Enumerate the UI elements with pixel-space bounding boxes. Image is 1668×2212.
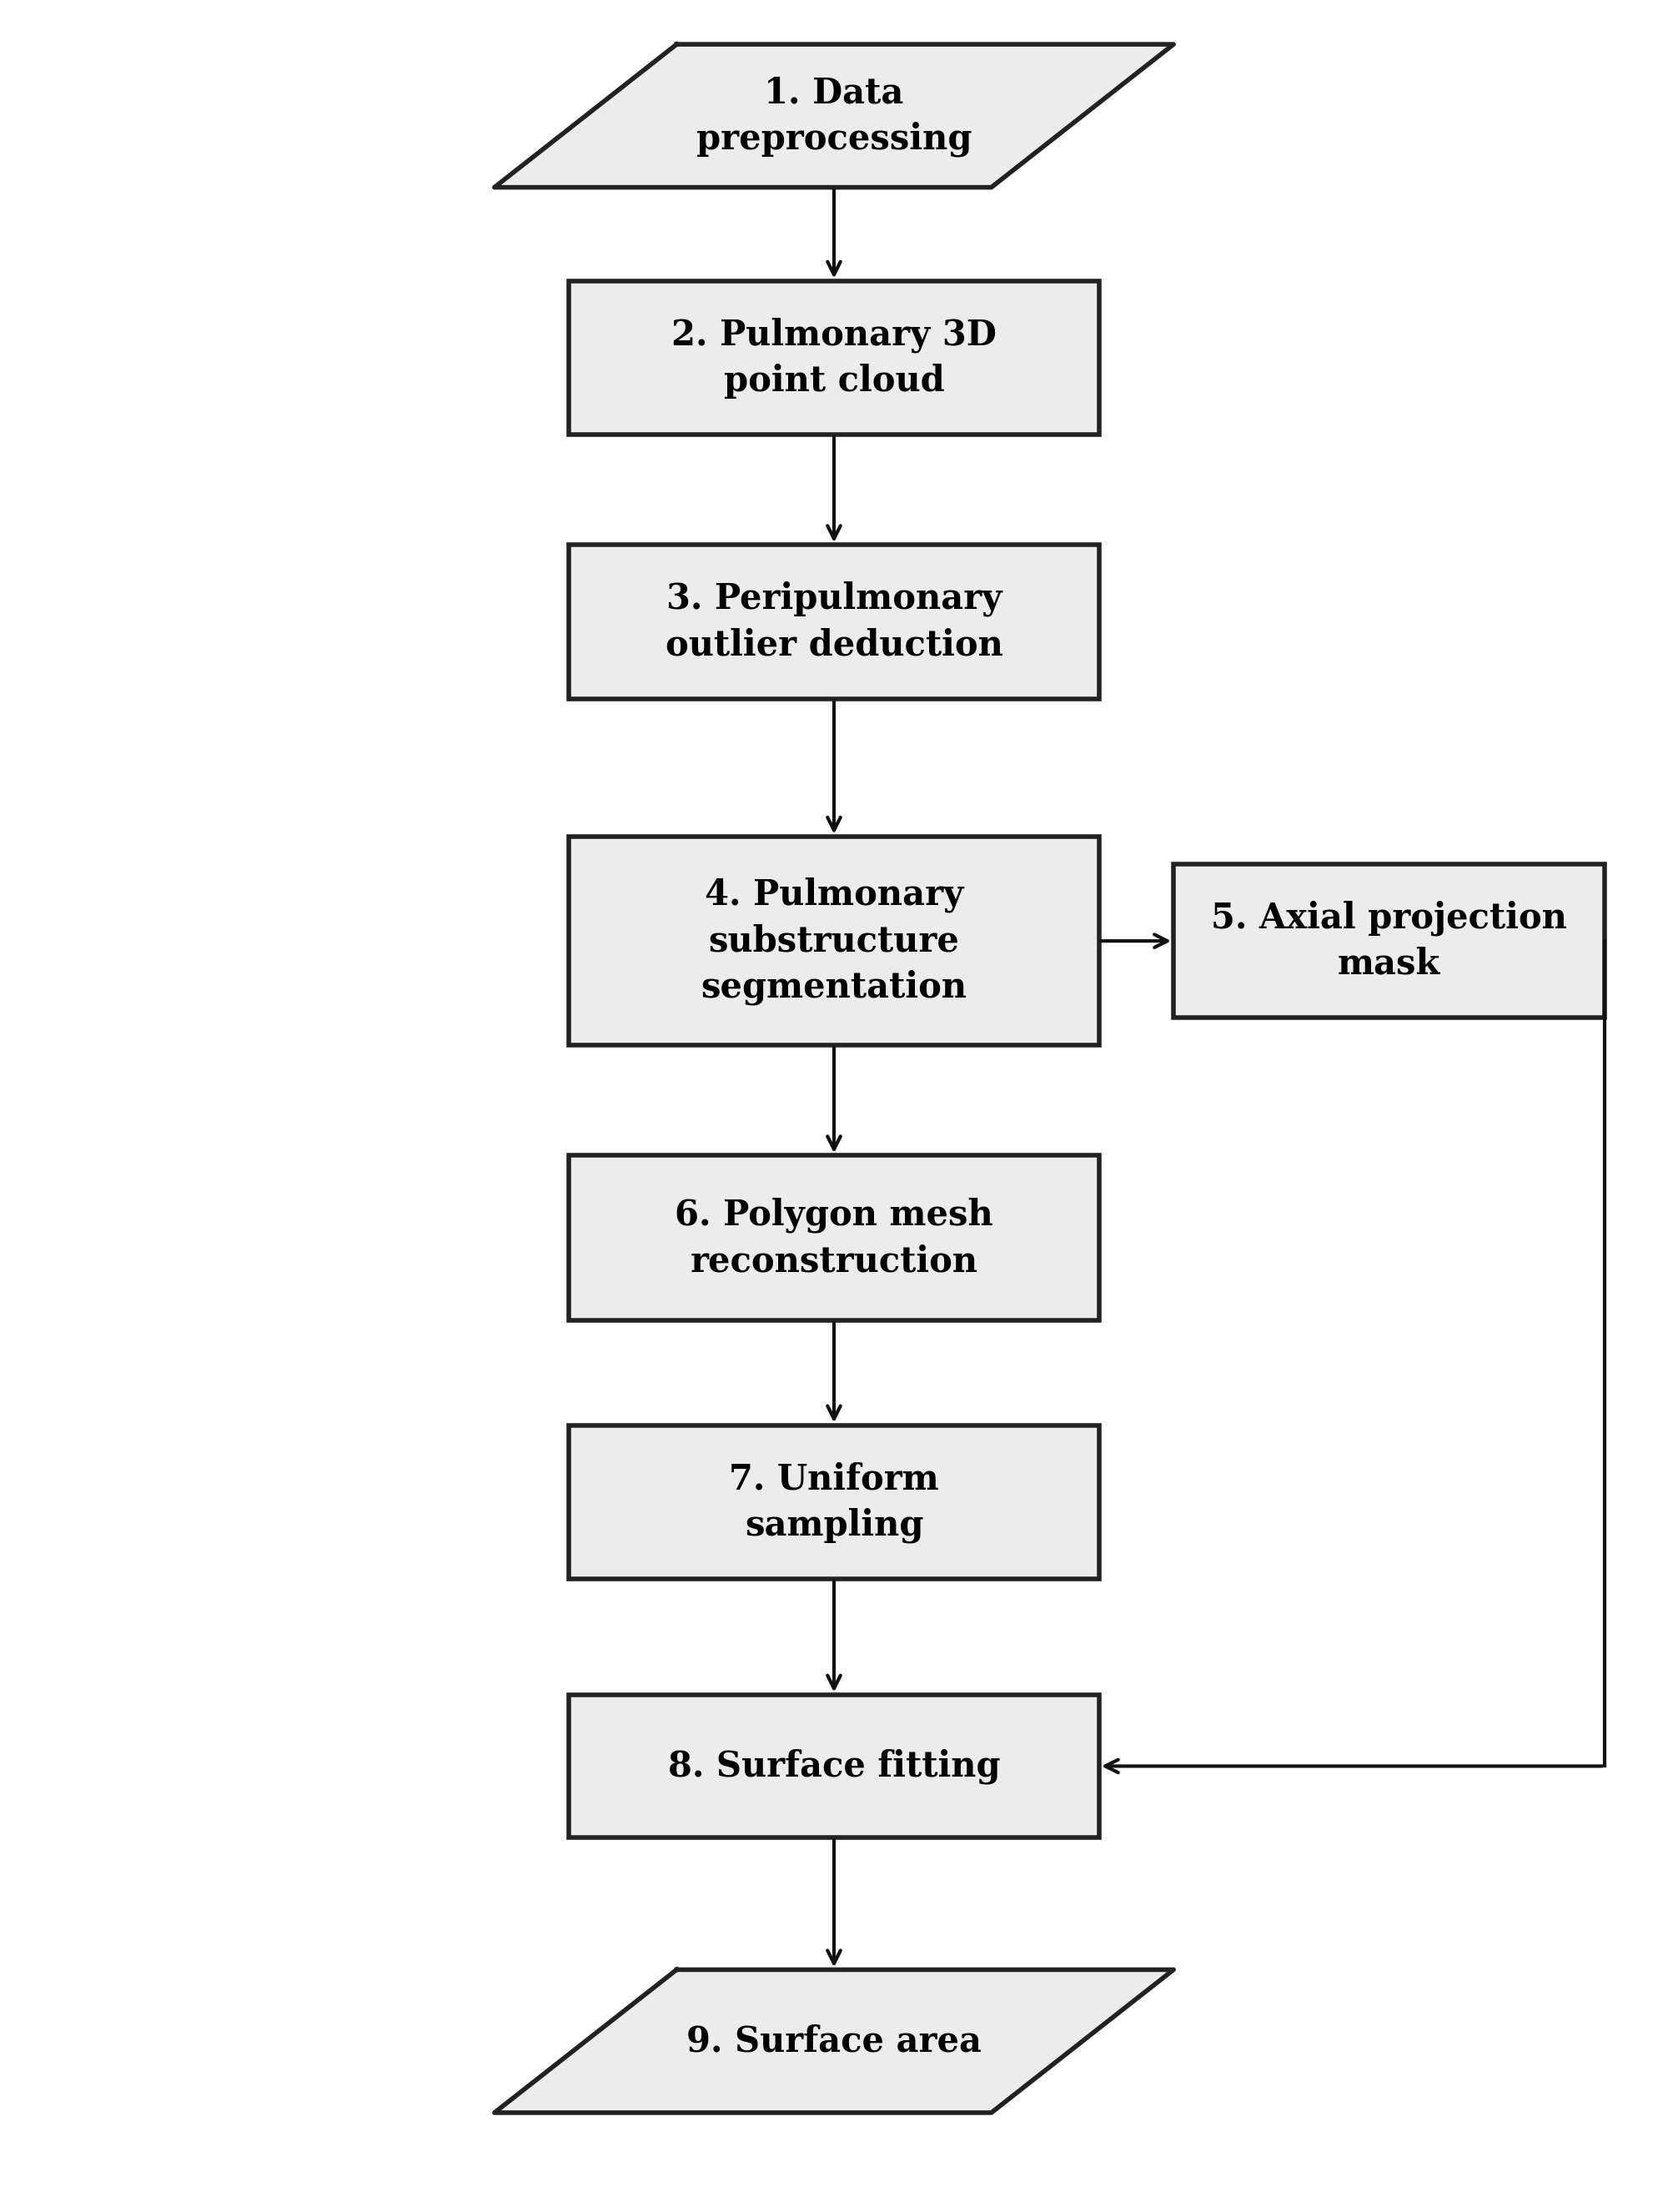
FancyBboxPatch shape xyxy=(569,1694,1099,1838)
FancyBboxPatch shape xyxy=(1174,865,1605,1018)
Text: 1. Data
preprocessing: 1. Data preprocessing xyxy=(696,75,972,157)
Text: 7. Uniform
sampling: 7. Uniform sampling xyxy=(729,1462,939,1542)
FancyBboxPatch shape xyxy=(569,281,1099,436)
Text: 3. Peripulmonary
outlier deduction: 3. Peripulmonary outlier deduction xyxy=(666,582,1002,664)
FancyBboxPatch shape xyxy=(569,836,1099,1046)
Text: 4. Pulmonary
substructure
segmentation: 4. Pulmonary substructure segmentation xyxy=(701,876,967,1004)
Polygon shape xyxy=(494,44,1174,188)
FancyBboxPatch shape xyxy=(569,1425,1099,1579)
Text: 5. Axial projection
mask: 5. Axial projection mask xyxy=(1211,900,1566,982)
Text: 2. Pulmonary 3D
point cloud: 2. Pulmonary 3D point cloud xyxy=(672,316,996,398)
Text: 9. Surface area: 9. Surface area xyxy=(687,2024,981,2059)
FancyBboxPatch shape xyxy=(569,544,1099,699)
Text: 8. Surface fitting: 8. Surface fitting xyxy=(667,1747,1001,1783)
FancyBboxPatch shape xyxy=(569,1155,1099,1321)
Polygon shape xyxy=(494,1969,1174,2112)
Text: 6. Polygon mesh
reconstruction: 6. Polygon mesh reconstruction xyxy=(676,1197,992,1279)
